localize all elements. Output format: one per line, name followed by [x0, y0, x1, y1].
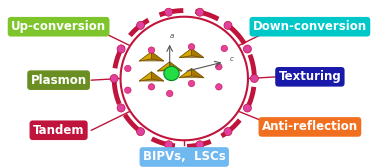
Polygon shape — [121, 17, 248, 140]
Ellipse shape — [136, 21, 144, 29]
Polygon shape — [139, 52, 152, 61]
Text: Anti-reflection: Anti-reflection — [262, 120, 358, 133]
Ellipse shape — [224, 21, 232, 29]
Text: Texturing: Texturing — [279, 70, 341, 83]
Ellipse shape — [117, 104, 125, 112]
Polygon shape — [157, 69, 182, 71]
Ellipse shape — [165, 8, 173, 16]
Polygon shape — [179, 56, 204, 58]
Polygon shape — [139, 59, 164, 61]
Ellipse shape — [224, 128, 232, 136]
Polygon shape — [139, 79, 164, 81]
Ellipse shape — [124, 87, 131, 93]
Ellipse shape — [196, 141, 204, 149]
Ellipse shape — [148, 47, 155, 53]
Ellipse shape — [164, 66, 179, 80]
Ellipse shape — [243, 45, 251, 53]
Ellipse shape — [215, 64, 222, 70]
Polygon shape — [170, 62, 182, 71]
Polygon shape — [192, 48, 204, 58]
Ellipse shape — [196, 8, 204, 16]
Ellipse shape — [188, 80, 195, 87]
Polygon shape — [179, 48, 192, 58]
Ellipse shape — [166, 90, 173, 97]
Ellipse shape — [148, 84, 155, 90]
Ellipse shape — [136, 128, 144, 136]
Text: a: a — [169, 33, 174, 39]
Polygon shape — [179, 68, 192, 78]
Polygon shape — [152, 72, 164, 81]
Ellipse shape — [110, 74, 118, 82]
Text: Tandem: Tandem — [33, 124, 84, 137]
Polygon shape — [139, 72, 152, 81]
Ellipse shape — [215, 84, 222, 90]
Ellipse shape — [243, 104, 251, 112]
Text: Up-conversion: Up-conversion — [11, 20, 106, 33]
Ellipse shape — [124, 65, 131, 72]
Ellipse shape — [250, 74, 258, 82]
Text: c: c — [230, 56, 234, 62]
Ellipse shape — [165, 141, 173, 149]
Text: Down-conversion: Down-conversion — [253, 20, 367, 33]
Polygon shape — [192, 68, 204, 78]
Text: BIPVs,  LSCs: BIPVs, LSCs — [143, 150, 226, 163]
Ellipse shape — [221, 45, 228, 52]
Ellipse shape — [188, 44, 195, 50]
Polygon shape — [179, 76, 204, 78]
Ellipse shape — [117, 45, 125, 53]
Polygon shape — [157, 62, 170, 71]
Text: Plasmon: Plasmon — [31, 74, 87, 87]
Polygon shape — [152, 52, 164, 61]
